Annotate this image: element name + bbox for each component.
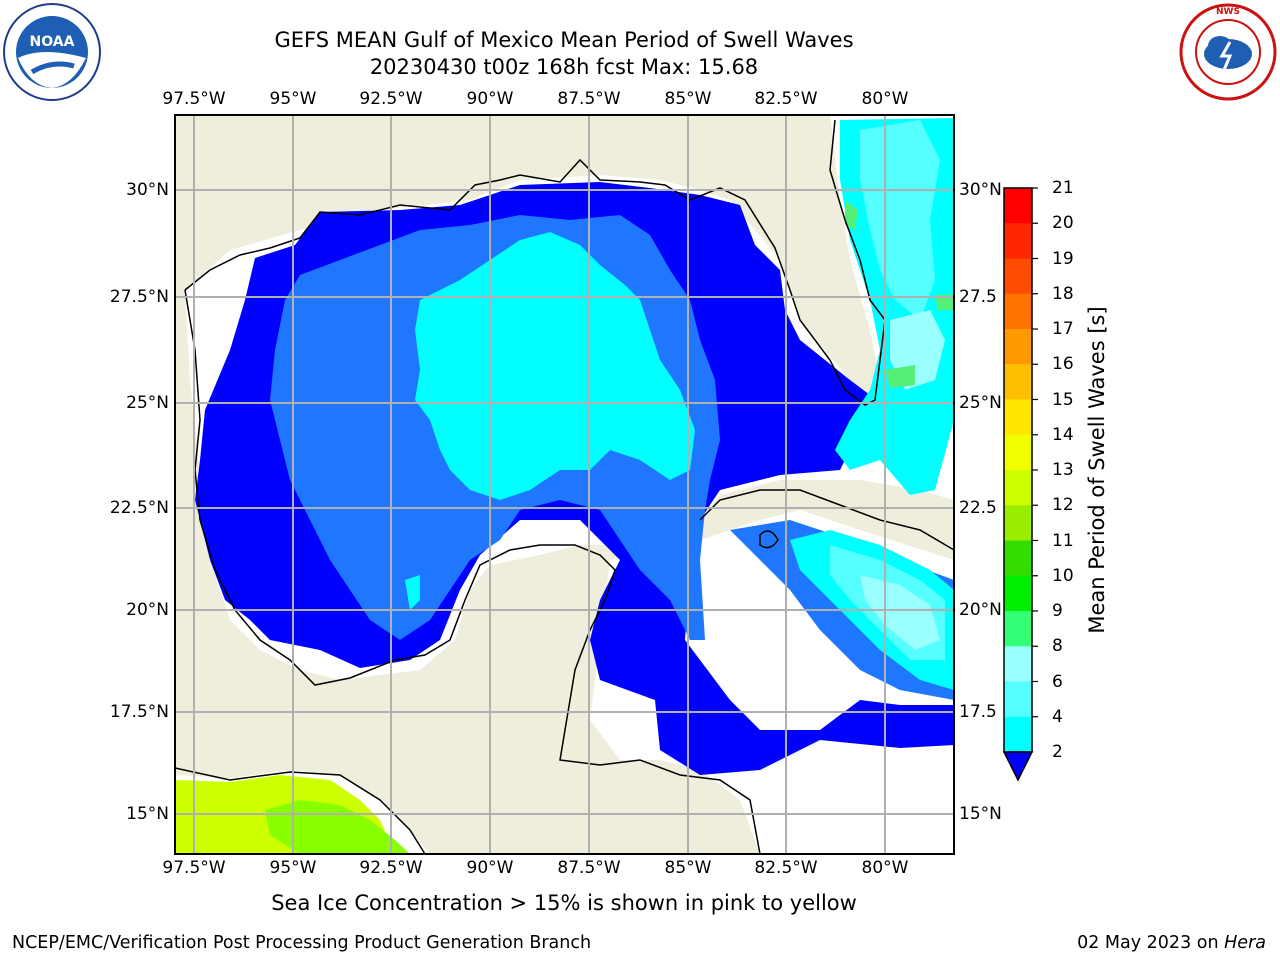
lat-tick-right: 17.5 [959,702,997,722]
colorbar-tick-label: 4 [1052,706,1063,727]
lat-tick-right: 20°N [959,600,1002,620]
colorbar-tick-label: 9 [1052,601,1063,621]
colorbar-tick-label: 19 [1052,248,1074,269]
colorbar-segment [1004,505,1032,541]
colorbar-tick-label: 20 [1052,213,1074,234]
lon-tick-bottom: 92.5°W [359,858,423,878]
colorbar-segment [1004,364,1032,400]
footer-date-text: 02 May 2023 on [1077,933,1225,953]
lat-tick-left: 22.5°N [109,498,169,518]
colorbar-tick-label: 6 [1052,671,1063,692]
lat-tick-right: 25°N [959,393,1002,413]
colorbar-segment [1004,188,1032,224]
colorbar-tick-label: 8 [1052,636,1063,657]
lat-tick-left: 15°N [126,804,169,824]
chart-subtitle: 20230430 t00z 168h fcst Max: 15.68 [369,55,759,79]
lon-tick-top: 97.5°W [162,89,226,109]
lon-tick-bottom: 82.5°W [754,858,818,878]
colorbar-frame [1003,187,1033,753]
lat-tick-right: 30°N [959,180,1002,200]
lat-tick-left: 25°N [126,393,169,413]
noaa-logo-icon: NOAA [3,3,101,101]
lon-tick-top: 87.5°W [557,89,621,109]
grid-lines [175,115,954,854]
colorbar-segment [1004,575,1032,612]
colorbar-extend-triangle [1002,751,1034,782]
colorbar-tick-label: 14 [1052,424,1074,445]
colorbar-tick-label: 21 [1052,178,1074,198]
lon-tick-top: 92.5°W [359,89,423,109]
colorbar-tick-label: 2 [1052,742,1063,762]
lat-tick-left: 27.5°N [109,287,169,307]
lon-tick-bottom: 90°W [466,858,514,878]
lon-tick-top: 80°W [861,89,909,109]
lat-tick-left: 17.5°N [109,702,169,722]
lon-tick-bottom: 97.5°W [162,858,226,878]
footer-date: 02 May 2023 on Hera [1077,933,1266,953]
contour-8-9-carib [860,575,940,650]
colorbar-segment [1004,329,1032,365]
contour-9-10-b [845,200,858,230]
footer-machine: Hera [1224,933,1266,953]
colorbar-tick-label: 16 [1052,354,1074,375]
chart-title: GEFS MEAN Gulf of Mexico Mean Period of … [274,28,854,52]
lat-tick-left: 20°N [126,600,169,620]
lat-tick-left: 30°N [126,180,169,200]
colorbar-segment [1004,434,1032,471]
lon-tick-top: 85°W [664,89,712,109]
lat-tick-right: 15°N [959,804,1002,824]
contour-6-8-atlantic [860,120,940,320]
map-frame [174,114,955,855]
colorbar-segment [1004,716,1032,753]
colorbar-tick-label: 13 [1052,460,1074,480]
colorbar-tick-label: 11 [1052,530,1074,551]
lat-tick-right: 22.5 [959,498,997,518]
colorbar-segment [1004,399,1032,436]
lon-tick-top: 82.5°W [754,89,818,109]
colorbar-segment [1004,540,1032,577]
lon-tick-top: 95°W [269,89,317,109]
footer-credit: NCEP/EMC/Verification Post Processing Pr… [12,933,592,953]
colorbar-tick-label: 15 [1052,389,1074,410]
colorbar-segment [1004,681,1032,718]
lon-tick-bottom: 95°W [269,858,317,878]
coastlines [175,119,954,854]
lon-tick-bottom: 85°W [664,858,712,878]
colorbar-segment [1004,470,1032,506]
contour-9-10-c [935,295,954,310]
lon-tick-top: 90°W [466,89,514,109]
colorbar [1004,187,1038,753]
colorbar-segment [1004,223,1032,259]
lon-tick-bottom: 87.5°W [557,858,621,878]
lat-tick-right: 27.5 [959,287,997,307]
sea-ice-note: Sea Ice Concentration > 15% is shown in … [271,891,857,915]
lon-tick-bottom: 80°W [861,858,909,878]
contour-4-6-gulf-west [405,575,420,610]
nws-logo-icon: NWS [1179,3,1277,101]
colorbar-tick-label: 18 [1052,283,1074,304]
svg-text:NWS: NWS [1216,7,1240,17]
colorbar-tick-label: 10 [1052,565,1074,586]
colorbar-segment [1004,611,1032,647]
colorbar-segment [1004,258,1032,295]
colorbar-tick-label: 17 [1052,319,1074,339]
colorbar-tick-label: 12 [1052,495,1074,516]
colorbar-label: Mean Period of Swell Waves [s] [1085,306,1109,634]
contour-4-6 [415,232,695,500]
contour-9-10 [885,365,915,388]
noaa-logo-text: NOAA [30,34,75,50]
colorbar-segment [1004,293,1032,330]
colorbar-segment [1004,646,1032,682]
